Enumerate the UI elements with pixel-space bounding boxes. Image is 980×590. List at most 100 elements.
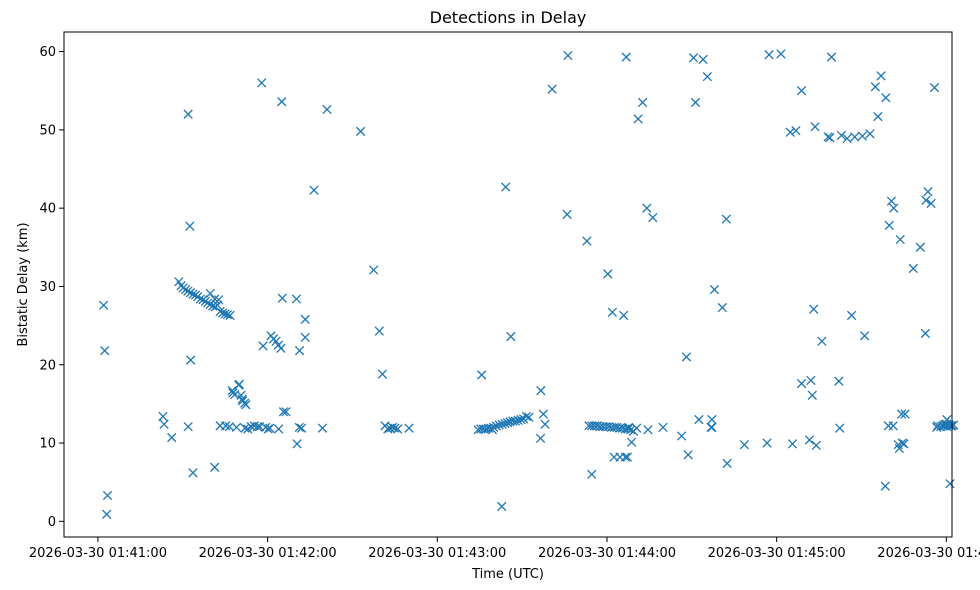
data-point: [281, 407, 291, 417]
data-point: [100, 345, 110, 356]
data-point: [923, 187, 933, 197]
data-point: [880, 481, 890, 491]
data-point: [721, 214, 731, 224]
data-point: [487, 425, 498, 435]
data-point: [292, 439, 302, 449]
data-point: [842, 133, 852, 144]
data-point: [243, 424, 253, 434]
data-point: [836, 130, 847, 141]
data-point: [619, 310, 629, 321]
data-point: [826, 52, 837, 62]
data-point: [374, 326, 384, 336]
data-point: [825, 133, 835, 143]
data-point: [626, 437, 637, 447]
data-point: [538, 409, 549, 419]
data-point: [185, 221, 195, 231]
data-point: [886, 196, 897, 206]
data-point: [188, 289, 198, 299]
data-point: [787, 439, 798, 449]
data-point: [98, 300, 109, 310]
data-point: [488, 422, 499, 433]
data-point: [300, 314, 310, 325]
data-point: [897, 409, 907, 419]
data-point: [683, 450, 693, 460]
data-point: [387, 422, 398, 433]
data-point: [294, 345, 305, 356]
data-point: [497, 501, 507, 512]
data-point: [195, 294, 205, 304]
data-point: [510, 416, 521, 426]
data-point: [865, 129, 875, 139]
data-point: [516, 414, 526, 425]
data-point: [252, 421, 263, 432]
data-point: [404, 423, 414, 433]
data-point: [214, 295, 224, 305]
data-point: [698, 54, 708, 65]
data-point: [884, 220, 894, 231]
data-point: [506, 331, 516, 342]
data-point: [900, 409, 910, 419]
data-point: [221, 421, 231, 431]
data-point: [881, 93, 891, 103]
data-point: [276, 343, 286, 353]
y-tick-label: 20: [39, 358, 56, 373]
data-point: [186, 355, 196, 365]
data-point: [621, 52, 631, 62]
data-point: [178, 283, 188, 293]
data-point: [393, 424, 403, 434]
data-point: [198, 295, 208, 305]
data-point: [234, 379, 244, 389]
data-point: [709, 284, 720, 295]
data-point: [390, 423, 400, 433]
data-point: [212, 300, 223, 310]
data-point: [796, 378, 807, 389]
data-point: [895, 234, 905, 245]
data-point: [183, 421, 193, 432]
data-point: [883, 421, 894, 431]
data-point: [835, 423, 845, 433]
data-point: [690, 97, 701, 108]
data-point: [225, 310, 235, 321]
data-point: [158, 411, 168, 422]
data-point: [205, 288, 215, 299]
data-point: [258, 341, 268, 351]
data-point: [811, 440, 821, 451]
data-point: [540, 419, 550, 429]
data-point: [563, 50, 573, 61]
data-point: [859, 331, 870, 341]
data-point: [547, 84, 557, 94]
data-point: [648, 212, 658, 223]
x-tick-label: 2026-03-30 01:44:00: [538, 546, 676, 561]
data-point: [632, 423, 642, 433]
data-point: [764, 50, 774, 60]
data-point: [477, 370, 487, 380]
data-point: [607, 307, 618, 317]
data-point: [623, 422, 634, 433]
data-point: [707, 414, 717, 425]
x-axis-label: Time (UTC): [471, 567, 544, 582]
data-points: [98, 49, 959, 519]
data-point: [587, 469, 597, 480]
data-point: [941, 421, 952, 432]
data-point: [702, 71, 713, 82]
data-point: [791, 125, 801, 136]
data-point: [535, 433, 546, 444]
data-point: [870, 82, 881, 92]
data-point: [908, 263, 918, 274]
data-point: [643, 425, 653, 435]
data-point: [497, 419, 507, 429]
data-point: [796, 86, 807, 96]
data-point: [205, 299, 215, 310]
data-point: [932, 422, 942, 433]
data-point: [500, 418, 510, 429]
data-point: [785, 127, 795, 137]
data-point: [291, 294, 302, 304]
data-point: [317, 423, 328, 433]
data-point: [834, 376, 844, 386]
data-point: [562, 209, 572, 220]
data-point: [300, 332, 310, 343]
x-tick-label: 2026-03-30 01:43:00: [368, 546, 506, 561]
data-point: [676, 431, 687, 441]
x-tick-label: 2026-03-30 01:42:00: [199, 546, 337, 561]
data-point: [807, 390, 817, 400]
